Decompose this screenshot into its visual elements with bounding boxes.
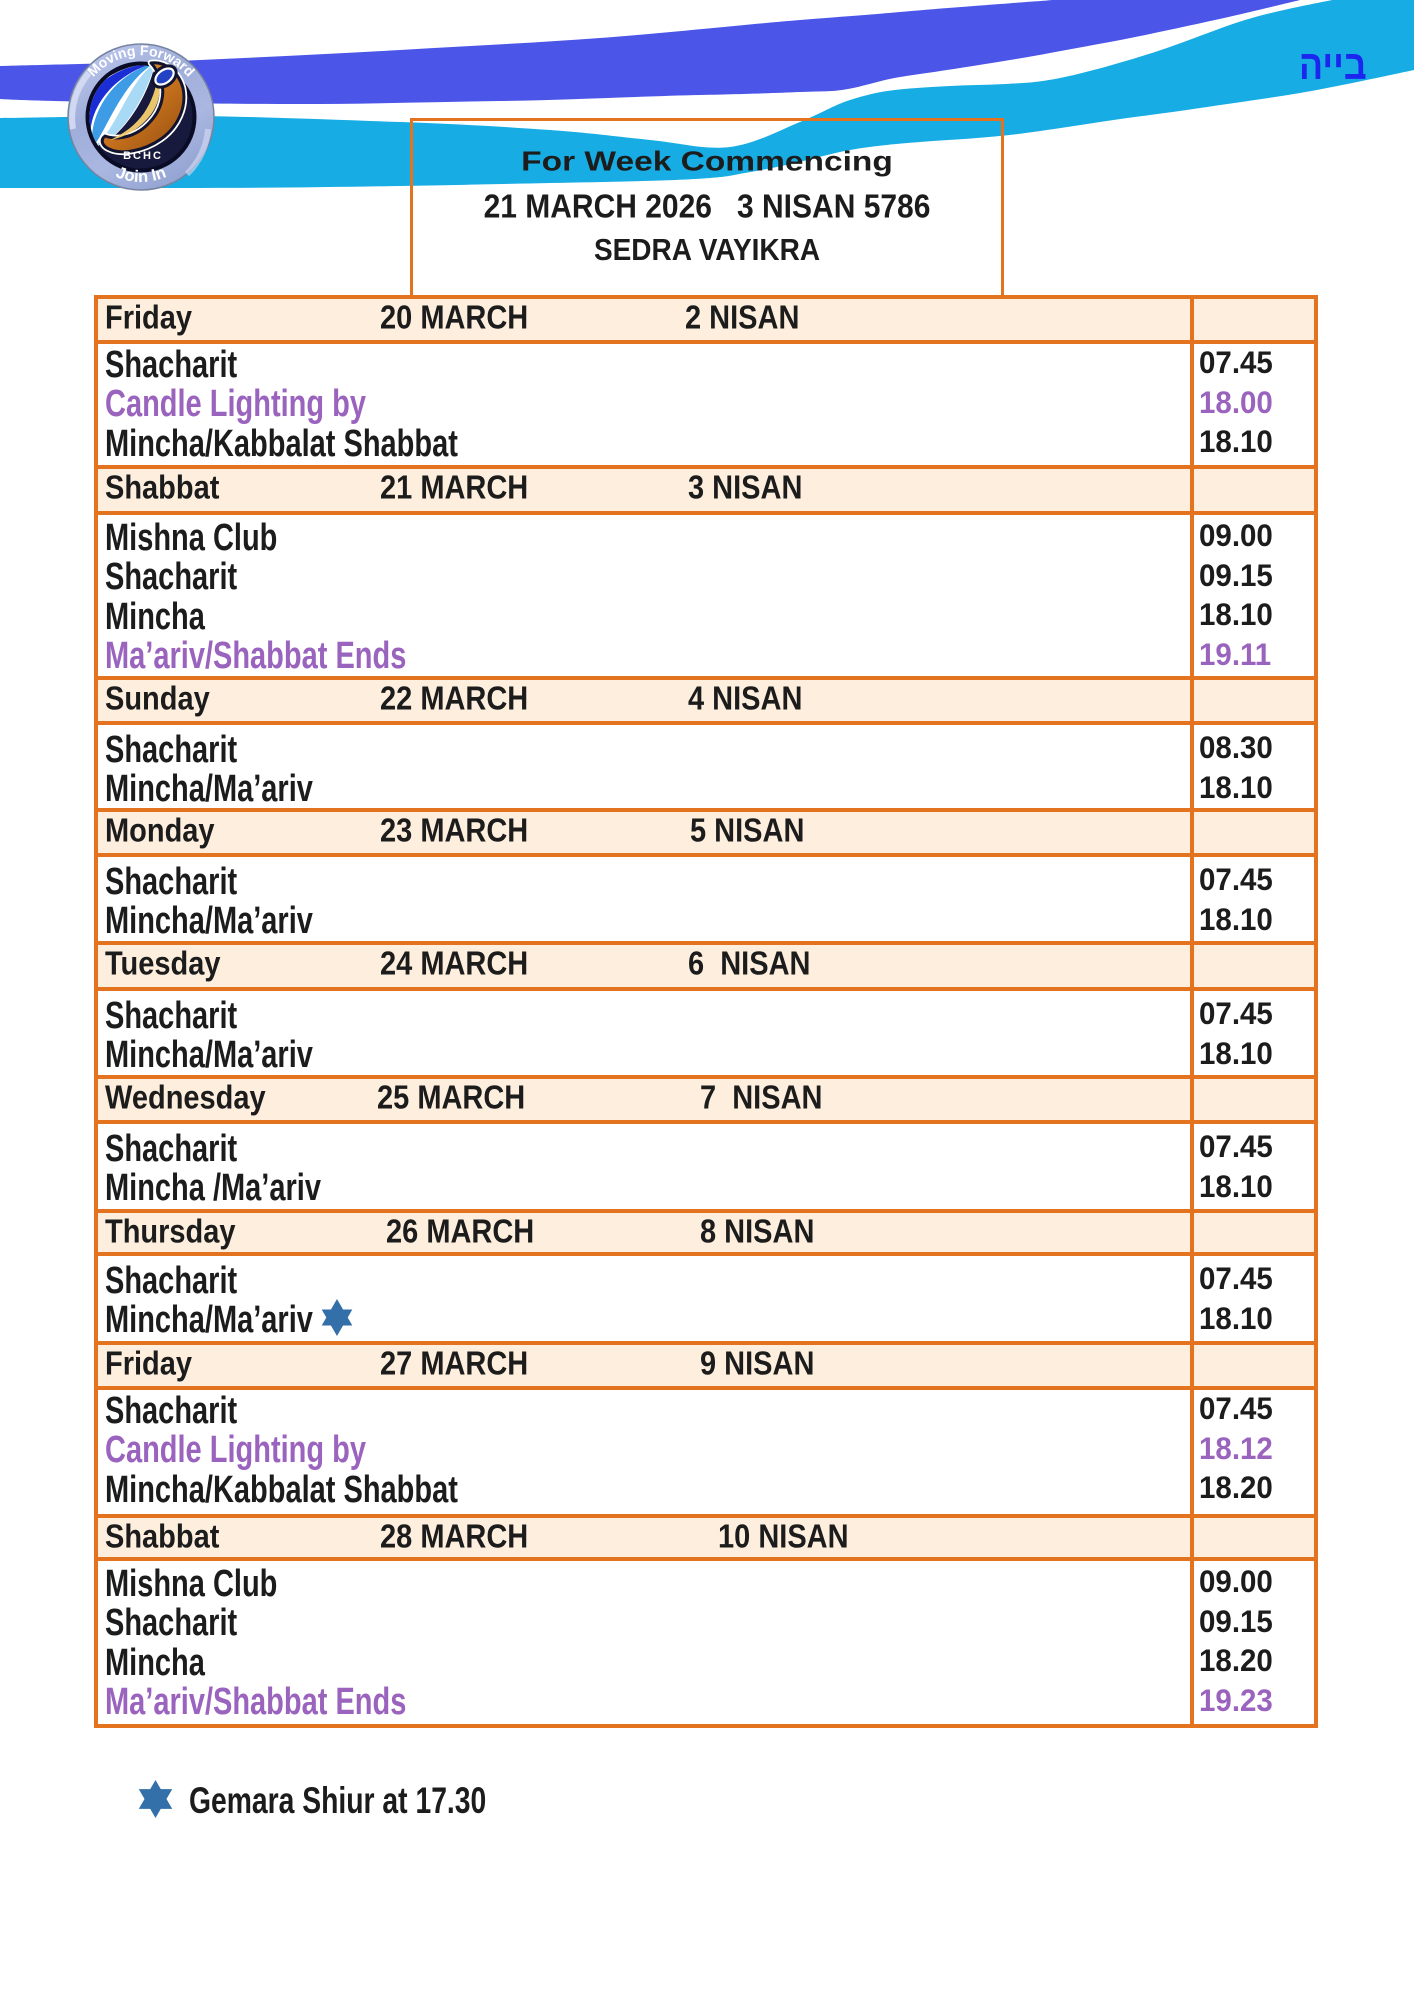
svg-text:Join In: Join In [114, 163, 169, 186]
svg-text:BCHC: BCHC [123, 150, 163, 162]
